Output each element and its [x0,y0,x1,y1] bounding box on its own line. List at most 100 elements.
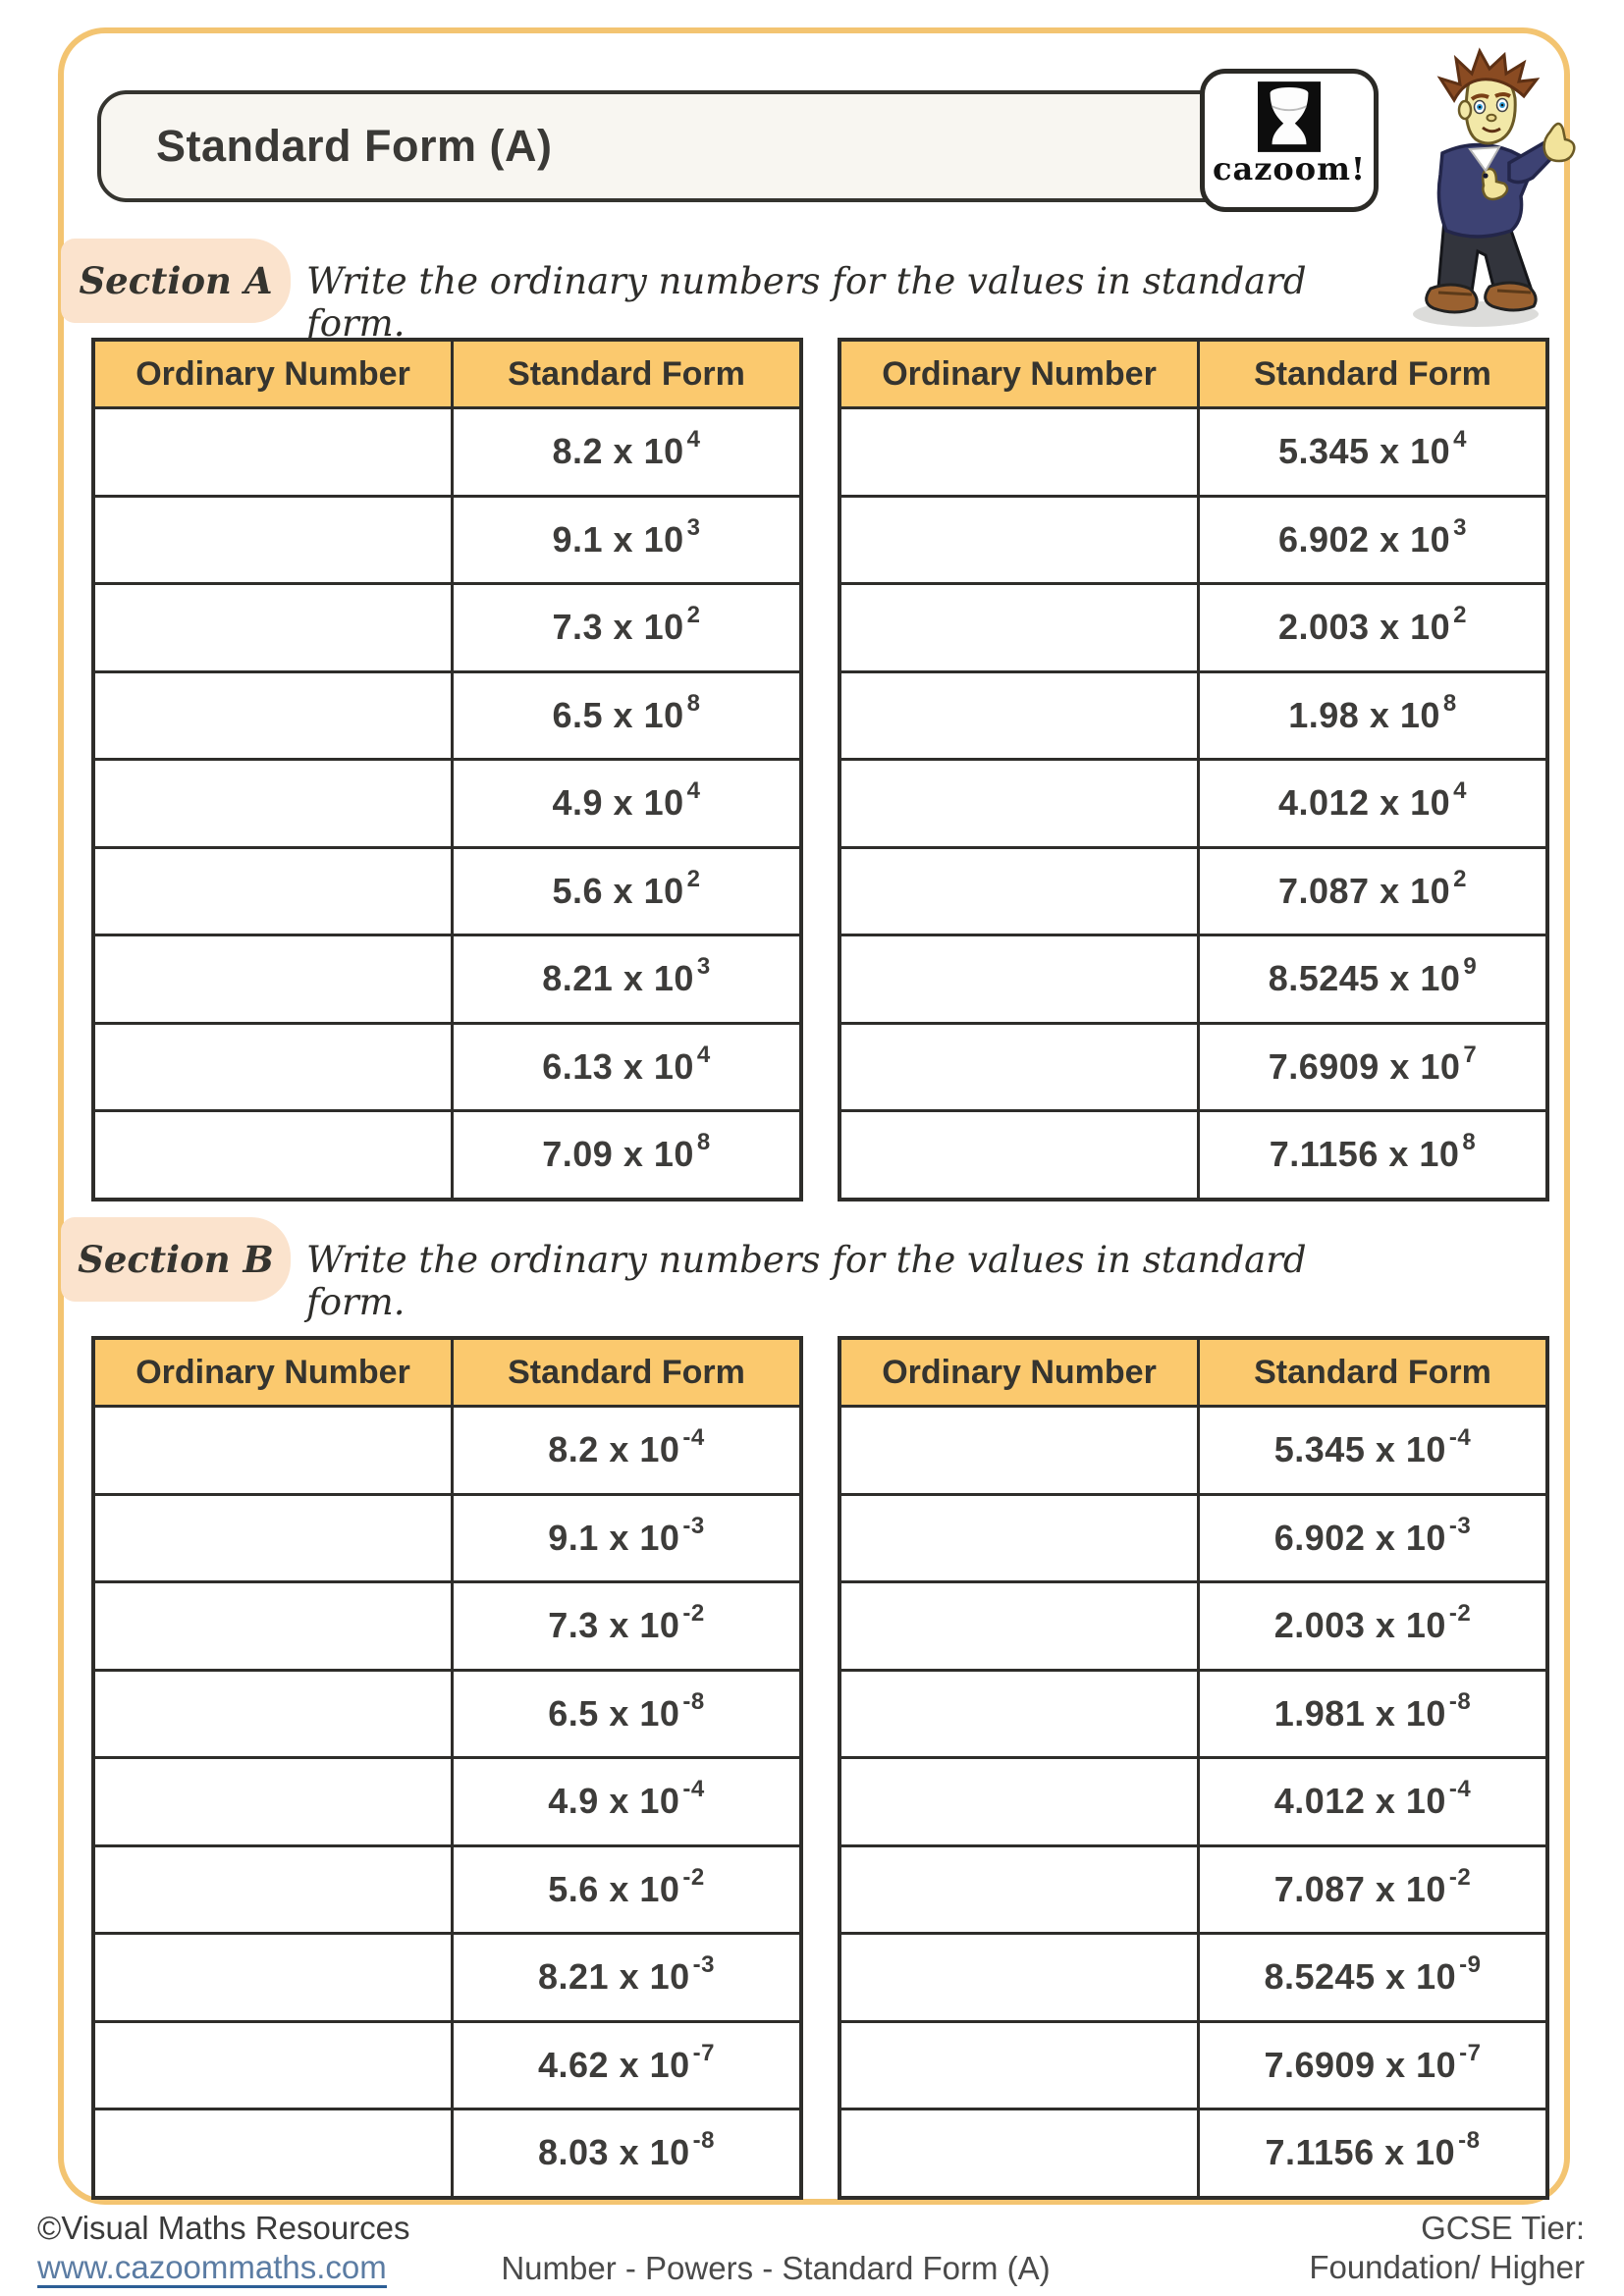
tier-value: Foundation/ Higher [1309,2249,1585,2285]
standard-form-header: Standard Form [1197,1336,1549,1408]
standard-form-value: 8.03 x 10 -8 [451,2108,803,2199]
ordinary-number-cell [91,1843,454,1935]
table-row: 9.1 x 10 3 [91,494,803,585]
table-row: 4.9 x 10 4 [91,758,803,849]
section-b-label: Section B [61,1217,291,1302]
ordinary-number-cell [91,934,454,1025]
standard-form-value: 5.345 x 10 4 [1197,406,1549,498]
standard-form-value: 5.6 x 10 2 [451,845,803,936]
table-row: 4.012 x 10 4 [838,758,1549,849]
table-row: 4.9 x 10 -4 [91,1756,803,1847]
standard-form-value: 8.5245 x 10 -9 [1197,1932,1549,2023]
ordinary-number-cell [838,2019,1200,2110]
ordinary-number-cell [91,1109,454,1201]
standard-form-value: 8.21 x 10 -3 [451,1932,803,2023]
ordinary-number-cell [91,845,454,936]
ordinary-number-cell [91,582,454,673]
ordinary-number-cell [838,845,1200,936]
standard-form-value: 7.3 x 10 2 [451,582,803,673]
table-row: 7.1156 x 10 8 [838,1109,1549,1201]
footer-topic: Number - Powers - Standard Form (A) [501,2250,1051,2286]
standard-form-value: 8.2 x 10 4 [451,406,803,498]
header: Standard Form (A) [97,90,1377,202]
ordinary-number-cell [91,1756,454,1847]
ordinary-number-cell [838,758,1200,849]
ordinary-number-cell [91,1021,454,1112]
table-row: 5.6 x 10 2 [91,845,803,936]
ordinary-number-header: Ordinary Number [838,1336,1200,1408]
table-row: 8.21 x 10 -3 [91,1932,803,2023]
section-a-right-table: Ordinary Number Standard Form 5.345 x 10… [838,338,1549,1201]
section-b-left-table: Ordinary Number Standard Form 8.2 x 10 -4… [91,1336,803,2200]
standard-form-value: 8.2 x 10 -4 [451,1405,803,1496]
table-row: 5.345 x 10 -4 [838,1405,1549,1496]
table-header-row: Ordinary Number Standard Form [91,338,803,409]
ordinary-number-cell [838,1109,1200,1201]
ordinary-number-cell [838,1580,1200,1672]
ordinary-number-cell [838,1405,1200,1496]
standard-form-value: 7.09 x 10 8 [451,1109,803,1201]
table-row: 2.003 x 10 2 [838,582,1549,673]
standard-form-header: Standard Form [1197,338,1549,409]
ordinary-number-cell [91,1405,454,1496]
standard-form-value: 7.1156 x 10 8 [1197,1109,1549,1201]
standard-form-value: 7.087 x 10 2 [1197,845,1549,936]
standard-form-value: 7.6909 x 10 7 [1197,1021,1549,1112]
table-header-row: Ordinary Number Standard Form [838,338,1549,409]
standard-form-value: 2.003 x 10 2 [1197,582,1549,673]
table-row: 4.012 x 10 -4 [838,1756,1549,1847]
section-b-instruction: Write the ordinary numbers for the value… [306,1239,1307,1323]
ordinary-number-cell [91,406,454,498]
ordinary-number-cell [838,2108,1200,2199]
ordinary-number-cell [838,669,1200,761]
footer-left: ©Visual Maths Resources www.cazoommaths.… [37,2209,410,2288]
table-row: 6.13 x 10 4 [91,1021,803,1112]
standard-form-value: 6.13 x 10 4 [451,1021,803,1112]
standard-form-value: 1.981 x 10 -8 [1197,1668,1549,1759]
table-header-row: Ordinary Number Standard Form [838,1336,1549,1408]
table-row: 2.003 x 10 -2 [838,1580,1549,1672]
ordinary-number-cell [838,1492,1200,1583]
standard-form-value: 4.012 x 10 -4 [1197,1756,1549,1847]
cazoom-logo: cazoom! [1200,69,1379,212]
website-link[interactable]: www.cazoommaths.com [37,2250,387,2288]
table-row: 6.902 x 10 -3 [838,1492,1549,1583]
table-row: 1.981 x 10 -8 [838,1668,1549,1759]
table-row: 8.21 x 10 3 [91,934,803,1025]
ordinary-number-cell [91,494,454,585]
table-row: 6.5 x 10 8 [91,669,803,761]
standard-form-value: 6.902 x 10 3 [1197,494,1549,585]
section-a-left-table: Ordinary Number Standard Form 8.2 x 10 4 9… [91,338,803,1201]
ordinary-number-header: Ordinary Number [838,338,1200,409]
logo-text: cazoom! [1213,150,1366,187]
ordinary-number-cell [91,2108,454,2199]
section-a-instruction: Write the ordinary numbers for the value… [306,260,1307,345]
ordinary-number-cell [838,406,1200,498]
standard-form-value: 4.012 x 10 4 [1197,758,1549,849]
standard-form-value: 1.98 x 10 8 [1197,669,1549,761]
standard-form-value: 7.6909 x 10 -7 [1197,2019,1549,2110]
table-row: 8.5245 x 10 9 [838,934,1549,1025]
footer-tier: GCSE Tier: Foundation/ Higher [1309,2209,1585,2287]
standard-form-value: 4.62 x 10 -7 [451,2019,803,2110]
table-row: 5.345 x 10 4 [838,406,1549,498]
ordinary-number-cell [838,1021,1200,1112]
standard-form-value: 7.3 x 10 -2 [451,1580,803,1672]
table-row: 7.3 x 10 -2 [91,1580,803,1672]
standard-form-value: 5.6 x 10 -2 [451,1843,803,1935]
standard-form-value: 9.1 x 10 3 [451,494,803,585]
table-row: 7.087 x 10 -2 [838,1843,1549,1935]
section-b-label-text: Section B [78,1238,274,1281]
standard-form-value: 5.345 x 10 -4 [1197,1405,1549,1496]
section-a-label-text: Section A [79,259,273,302]
standard-form-value: 7.1156 x 10 -8 [1197,2108,1549,2199]
ordinary-number-cell [91,1580,454,1672]
table-row: 8.5245 x 10 -9 [838,1932,1549,2023]
standard-form-value: 6.5 x 10 -8 [451,1668,803,1759]
page-border [58,27,1570,2205]
table-row: 4.62 x 10 -7 [91,2019,803,2110]
table-row: 7.3 x 10 2 [91,582,803,673]
ordinary-number-header: Ordinary Number [91,1336,454,1408]
standard-form-value: 7.087 x 10 -2 [1197,1843,1549,1935]
ordinary-number-cell [838,1932,1200,2023]
